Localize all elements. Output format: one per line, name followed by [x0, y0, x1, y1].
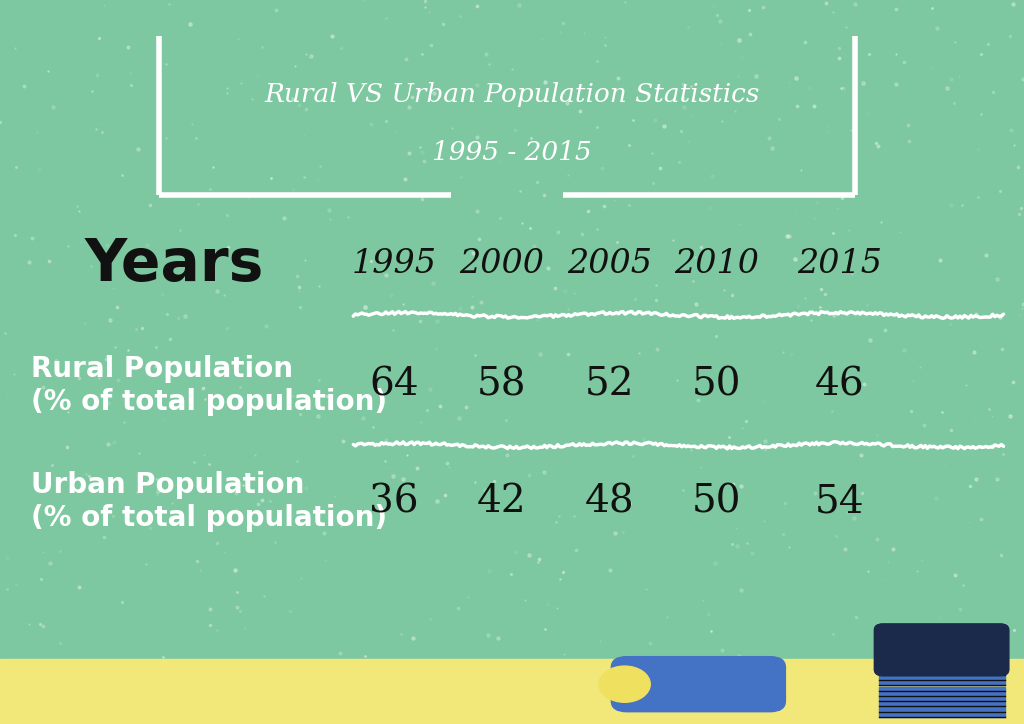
- Text: 58: 58: [477, 366, 526, 404]
- Bar: [879, 712, 1005, 717]
- Circle shape: [599, 666, 650, 702]
- Text: (% of total population): (% of total population): [31, 504, 387, 531]
- Bar: [879, 676, 1005, 680]
- Bar: [879, 671, 1005, 675]
- Text: 50: 50: [692, 483, 741, 521]
- Text: 54: 54: [815, 483, 864, 521]
- Text: 42: 42: [477, 483, 526, 521]
- Bar: [879, 681, 1005, 686]
- Bar: [879, 691, 1005, 696]
- Text: 64: 64: [370, 366, 419, 404]
- Text: 2005: 2005: [566, 248, 652, 280]
- Text: 2015: 2015: [797, 248, 883, 280]
- Text: 52: 52: [585, 366, 634, 404]
- Text: 48: 48: [585, 483, 634, 521]
- FancyBboxPatch shape: [874, 624, 1009, 675]
- Text: 2000: 2000: [459, 248, 545, 280]
- Text: 1995 - 2015: 1995 - 2015: [432, 140, 592, 164]
- Text: Rural Population: Rural Population: [31, 355, 293, 383]
- Bar: [879, 686, 1005, 691]
- Text: Years: Years: [84, 236, 264, 292]
- Text: 2010: 2010: [674, 248, 760, 280]
- Text: 50: 50: [692, 366, 741, 404]
- Bar: [879, 697, 1005, 701]
- Text: 36: 36: [370, 483, 419, 521]
- Text: Rural VS Urban Population Statistics: Rural VS Urban Population Statistics: [264, 82, 760, 106]
- Bar: [879, 702, 1005, 707]
- FancyBboxPatch shape: [611, 657, 785, 712]
- Bar: [0, 659, 1024, 724]
- Bar: [879, 707, 1005, 712]
- Text: 1995: 1995: [351, 248, 437, 280]
- Text: 46: 46: [815, 366, 864, 404]
- Text: (% of total population): (% of total population): [31, 388, 387, 416]
- Text: Urban Population: Urban Population: [31, 471, 304, 499]
- FancyBboxPatch shape: [874, 624, 1009, 675]
